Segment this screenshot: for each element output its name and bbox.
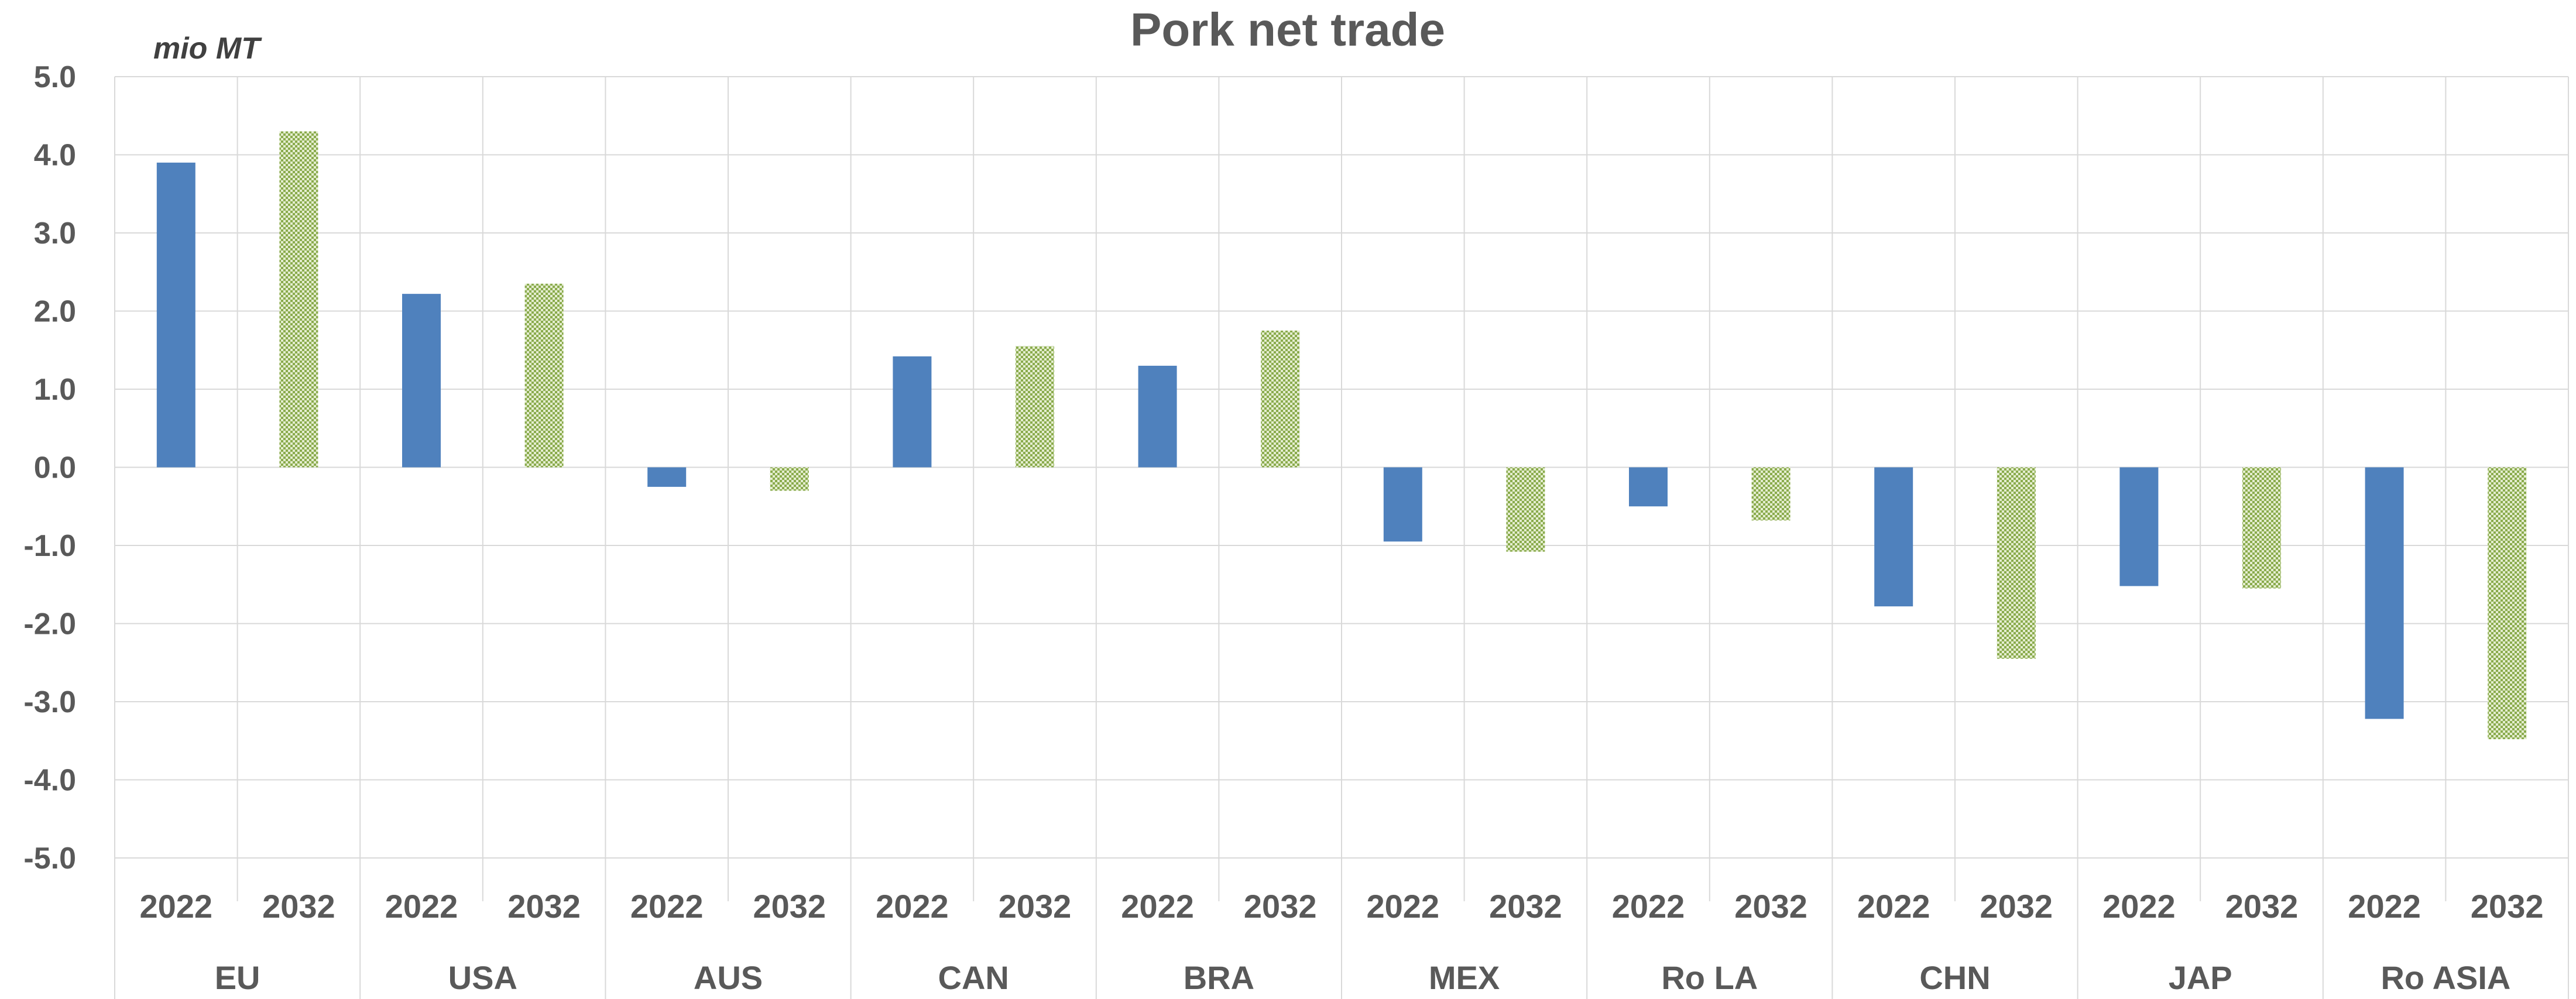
x-year-label: 2032 [1734, 888, 1807, 925]
x-region-label: BRA [1184, 959, 1254, 996]
x-year-label: 2032 [507, 888, 581, 925]
bar-ro-asia-2032 [2488, 467, 2527, 740]
chart-title: Pork net trade [1130, 4, 1445, 56]
y-tick-label: -2.0 [23, 607, 76, 641]
bar-mex-2032 [1506, 467, 1545, 552]
x-year-label: 2022 [2348, 888, 2421, 925]
bar-aus-2032 [770, 467, 809, 491]
gridlines [114, 76, 2569, 999]
bar-aus-2022 [647, 467, 687, 487]
x-region-label: CAN [938, 959, 1009, 996]
y-tick-label: -5.0 [23, 842, 76, 876]
bar-can-2022 [893, 356, 932, 468]
x-region-label: Ro LA [1661, 959, 1758, 996]
x-year-label: 2022 [630, 888, 704, 925]
unit-label: mio MT [153, 32, 262, 66]
x-year-label: 2022 [385, 888, 458, 925]
x-year-label: 2032 [753, 888, 826, 925]
bars [156, 131, 2527, 740]
bar-jap-2032 [2242, 467, 2281, 589]
x-region-label: CHN [1919, 959, 1990, 996]
x-year-label: 2032 [1980, 888, 2053, 925]
bar-ro-la-2022 [1629, 467, 1668, 507]
bar-jap-2022 [2119, 467, 2159, 586]
y-tick-label: -1.0 [23, 529, 76, 563]
y-tick-label: 3.0 [34, 217, 76, 250]
y-tick-label: 2.0 [34, 295, 76, 329]
bar-chn-2022 [1874, 467, 1913, 607]
x-year-label: 2022 [1367, 888, 1440, 925]
bar-bra-2022 [1138, 365, 1177, 468]
bar-mex-2022 [1383, 467, 1422, 542]
x-region-label: Ro ASIA [2381, 959, 2510, 996]
y-axis-labels: 5.0 4.0 3.0 2.0 1.0 0.0 -1.0 -2.0 -3.0 -4.0 -5.0 [23, 60, 76, 876]
y-tick-label: 5.0 [34, 60, 76, 94]
x-year-label: 2032 [2471, 888, 2544, 925]
y-tick-label: -4.0 [23, 764, 76, 798]
x-region-label: MEX [1429, 959, 1500, 996]
x-year-label: 2032 [262, 888, 335, 925]
bar-can-2032 [1016, 346, 1054, 468]
x-year-label: 2022 [876, 888, 949, 925]
bar-eu-2022 [156, 162, 195, 468]
x-year-label: 2022 [1857, 888, 1930, 925]
x-year-label: 2032 [2225, 888, 2299, 925]
x-year-label: 2032 [1489, 888, 1562, 925]
y-tick-label: -3.0 [23, 685, 76, 719]
bar-bra-2032 [1261, 330, 1300, 468]
x-year-label: 2032 [999, 888, 1072, 925]
bar-eu-2032 [279, 131, 318, 468]
x-region-label: USA [448, 959, 517, 996]
x-year-label: 2022 [2102, 888, 2176, 925]
y-tick-label: 1.0 [34, 373, 76, 407]
y-tick-label: 0.0 [34, 451, 76, 485]
x-year-label: 2022 [1612, 888, 1685, 925]
x-year-label: 2022 [140, 888, 213, 925]
x-year-label: 2022 [1121, 888, 1194, 925]
x-region-label: JAP [2169, 959, 2232, 996]
bar-ro-la-2032 [1751, 467, 1790, 521]
bar-usa-2022 [402, 294, 441, 468]
x-year-label: 2032 [1244, 888, 1317, 925]
bar-chn-2032 [1997, 467, 2036, 659]
bar-usa-2032 [524, 283, 564, 468]
x-region-label: AUS [694, 959, 763, 996]
y-tick-label: 4.0 [34, 139, 76, 173]
bar-ro-asia-2022 [2365, 467, 2404, 719]
x-region-label: EU [215, 959, 260, 996]
